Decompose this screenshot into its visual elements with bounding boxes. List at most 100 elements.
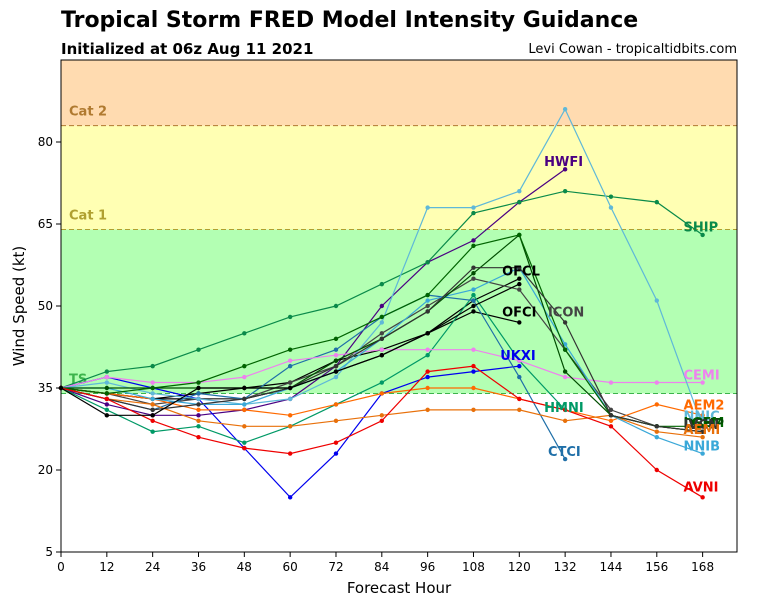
series-point [700, 380, 705, 385]
series-point [517, 363, 522, 369]
series-point [654, 402, 659, 407]
series-point [379, 418, 385, 423]
series-point [287, 385, 293, 391]
series-point [562, 107, 568, 112]
x-tick-label: 84 [374, 560, 389, 574]
series-point [517, 374, 522, 380]
series-point [471, 363, 476, 369]
series-point [287, 396, 293, 402]
x-tick-label: 132 [554, 560, 577, 574]
model-label-icon: ICON [548, 305, 584, 320]
series-point [150, 385, 155, 391]
series-point [104, 413, 110, 418]
model-label-aemi: AEMI [684, 423, 721, 438]
series-point [471, 205, 476, 210]
model-label-ship: SHIP [684, 221, 719, 236]
series-point [517, 407, 522, 413]
series-point [333, 374, 339, 380]
x-tick-label: 60 [283, 560, 298, 574]
series-point [471, 385, 476, 391]
series-point [700, 413, 705, 418]
series-point [471, 369, 476, 374]
series-point [425, 303, 430, 309]
series-point [425, 260, 430, 265]
series-point [196, 385, 201, 391]
series-point [333, 418, 339, 423]
y-tick-label: 5 [45, 545, 53, 559]
x-tick-label: 108 [462, 560, 485, 574]
series-point [287, 413, 293, 418]
series-point [379, 336, 385, 341]
series-point [562, 418, 568, 423]
series-point [242, 440, 247, 445]
series-point [287, 347, 293, 352]
series-point [700, 424, 705, 429]
series-point [425, 347, 430, 352]
series-point [425, 369, 430, 374]
series-point [104, 391, 110, 396]
x-tick-label: 12 [99, 560, 114, 574]
x-tick-label: 156 [645, 560, 668, 574]
series-point [104, 385, 110, 391]
series-point [517, 281, 522, 287]
series-point [379, 413, 385, 418]
chart-subtitle: Initialized at 06z Aug 11 2021 [61, 40, 314, 58]
model-label-lgem: LGEM [684, 416, 725, 431]
series-point [379, 331, 385, 336]
chart-title: Tropical Storm FRED Model Intensity Guid… [61, 8, 639, 33]
series-point [287, 363, 293, 369]
series-point [379, 320, 385, 325]
series-point [562, 167, 568, 172]
series-line [60, 294, 566, 444]
series-point [700, 495, 705, 500]
series-point [425, 331, 430, 336]
model-label-hwfi: HWFI [544, 155, 583, 170]
series-point [471, 210, 476, 216]
y-tick-label: 50 [38, 299, 53, 313]
series-point [608, 424, 614, 429]
series-point [150, 363, 155, 369]
series-point [333, 451, 339, 456]
x-axis-label: Forecast Hour [347, 579, 452, 597]
series-point [379, 380, 385, 385]
band-cat-2 [61, 60, 737, 126]
series-point [379, 314, 385, 320]
model-label-avni: AVNI [684, 480, 719, 495]
series-point [104, 402, 110, 407]
model-label-hmni: HMNI [544, 401, 584, 416]
series-point [700, 429, 705, 434]
band-cat-1 [61, 125, 737, 230]
y-tick-label: 35 [38, 381, 53, 395]
series-point [425, 407, 430, 413]
series-point [196, 418, 201, 423]
series-point [242, 407, 247, 413]
series-point [517, 396, 522, 402]
y-axis-label: Wind Speed (kt) [10, 246, 28, 367]
series-point [517, 287, 522, 292]
series-point [287, 314, 293, 320]
series-point [150, 418, 155, 423]
x-tick-label: 0 [57, 560, 65, 574]
series-point [608, 194, 614, 199]
series-point [333, 336, 339, 341]
series-point [150, 429, 155, 434]
y-tick-label: 80 [38, 135, 53, 149]
model-label-dshp: DSHP [684, 417, 725, 432]
series-point [517, 189, 522, 194]
series-point [196, 402, 201, 407]
series-point [242, 385, 247, 391]
x-tick-label: 72 [328, 560, 343, 574]
series-point [562, 347, 568, 352]
series-point [471, 303, 476, 309]
series-line [60, 168, 566, 416]
model-label-ivcn: IVCN [684, 418, 719, 433]
series-point [471, 347, 476, 352]
series-point [242, 396, 247, 402]
series-point [608, 407, 614, 413]
model-labels: HWFI SHIP OFCL OFCI ICON UKXI HMNI CTCI CEMI AEM2… [500, 155, 724, 495]
series-point [471, 276, 476, 281]
series-point [196, 407, 201, 413]
series-point [333, 369, 339, 374]
series-point [333, 402, 339, 407]
